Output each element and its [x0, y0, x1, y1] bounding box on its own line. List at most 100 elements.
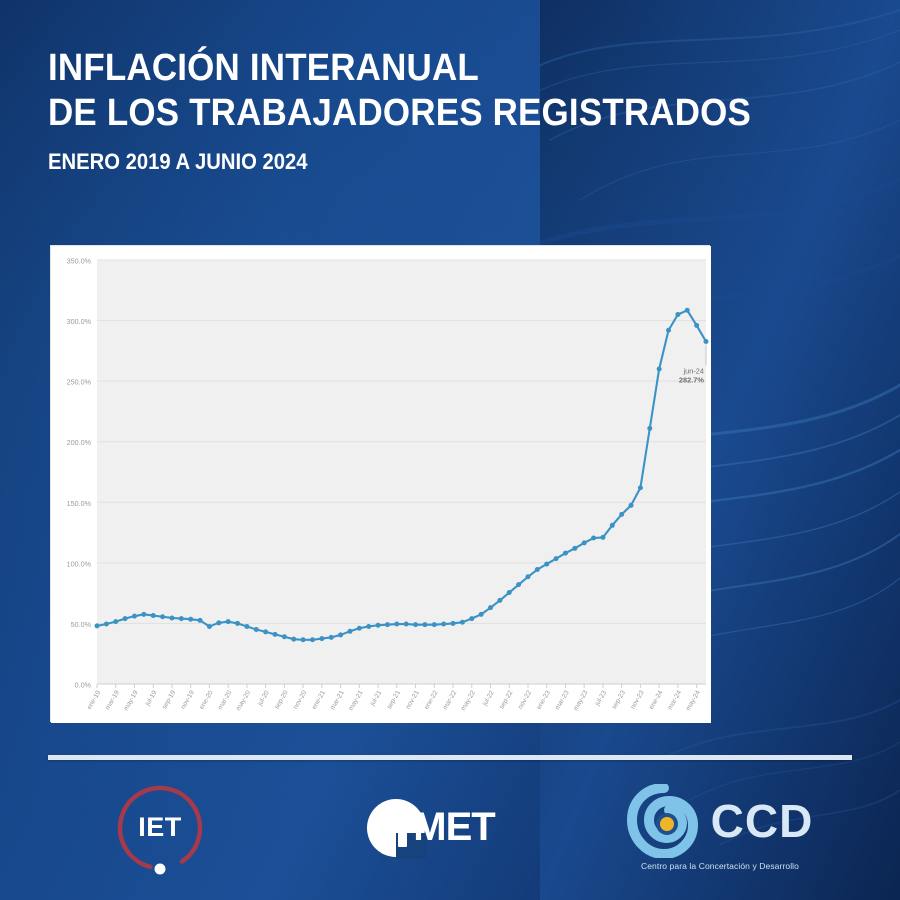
data-point: [581, 540, 587, 546]
data-point: [291, 636, 297, 642]
data-point: [235, 620, 241, 626]
data-point: [431, 622, 437, 628]
page-title-line-1: INFLACIÓN INTERANUAL: [48, 47, 479, 89]
data-point: [150, 613, 156, 619]
data-point: [544, 561, 550, 567]
y-tick-label: 100.0%: [67, 559, 92, 568]
data-point: [375, 622, 381, 628]
data-point: [675, 312, 681, 318]
iet-ring-icon: [117, 785, 203, 874]
data-point: [450, 620, 456, 626]
y-tick-label: 200.0%: [67, 438, 92, 447]
ccd-droplet-icon: [626, 784, 698, 858]
logo-iet: IET: [40, 778, 280, 878]
data-point: [591, 535, 597, 541]
title-block: INFLACIÓN INTERANUAL DE LOS TRABAJADORES…: [48, 46, 808, 175]
data-point: [281, 634, 287, 640]
data-point: [497, 597, 503, 603]
data-point: [506, 590, 512, 596]
data-point: [572, 545, 578, 551]
data-point: [441, 621, 447, 627]
ccd-logo-text: CCD: [710, 795, 814, 847]
y-tick-label: 50.0%: [71, 620, 92, 629]
data-point: [356, 625, 362, 631]
data-point: [319, 636, 325, 642]
y-tick-label: 300.0%: [67, 317, 92, 326]
data-point: [141, 611, 147, 617]
data-point: [206, 623, 212, 629]
logo-strip: IET MET CCD Centro para la Concertación …: [40, 775, 860, 880]
logo-ccd: CCD Centro para la Concertación y Desarr…: [580, 784, 860, 871]
annotation-value: 282.7%: [679, 376, 704, 385]
data-point: [366, 623, 372, 629]
data-point: [263, 629, 269, 635]
data-point: [488, 605, 494, 611]
y-tick-label: 0.0%: [75, 681, 92, 690]
y-tick-label: 150.0%: [67, 499, 92, 508]
y-tick-label: 350.0%: [67, 257, 92, 266]
data-point: [534, 567, 540, 573]
data-point: [619, 511, 625, 517]
data-point: [478, 611, 484, 617]
data-point: [656, 366, 662, 372]
data-point: [403, 621, 409, 627]
data-point: [225, 619, 231, 625]
annotation-label: jun-24: [682, 367, 704, 376]
data-point: [328, 634, 334, 640]
data-point: [516, 582, 522, 588]
data-point: [394, 621, 400, 627]
data-point: [347, 628, 353, 634]
data-point: [272, 631, 278, 637]
data-point: [562, 550, 568, 556]
data-point: [169, 615, 175, 621]
data-point: [413, 622, 419, 628]
data-point: [338, 632, 344, 638]
data-point: [609, 522, 615, 528]
data-point: [244, 623, 250, 629]
data-point: [422, 622, 428, 628]
page-subtitle: ENERO 2019 A JUNIO 2024: [48, 149, 308, 174]
data-point: [553, 556, 559, 562]
umet-circle-icon: [367, 798, 428, 859]
x-axis-tick-marks: [96, 684, 698, 688]
y-axis-tick-labels: 0.0% 50.0% 100.0% 150.0% 200.0% 250.0% 300.0% 3…: [67, 257, 92, 690]
data-point: [160, 614, 166, 620]
data-point: [600, 534, 606, 540]
iet-logo-text: IET: [138, 811, 182, 842]
data-point: [197, 617, 203, 623]
data-point: [103, 621, 109, 627]
logo-umet: MET: [280, 797, 580, 859]
data-point: [188, 616, 194, 622]
data-point: [216, 620, 222, 626]
data-point: [300, 637, 306, 643]
data-point: [253, 626, 259, 632]
data-point: [647, 425, 653, 431]
plot-area-background: [97, 260, 706, 684]
ccd-logo-tagline: Centro para la Concertación y Desarrollo: [640, 861, 800, 871]
section-divider: [48, 755, 852, 760]
data-point: [637, 485, 643, 491]
data-point: [113, 619, 119, 625]
inflation-line-chart: 0.0% 50.0% 100.0% 150.0% 200.0% 250.0% 300.0% 3…: [51, 246, 711, 723]
data-point: [694, 322, 700, 328]
series-markers: [94, 307, 709, 643]
data-point: [459, 619, 465, 625]
y-tick-label: 250.0%: [67, 378, 92, 387]
umet-logo-text: MET: [413, 805, 495, 849]
data-point: [131, 613, 137, 619]
data-point: [469, 616, 475, 622]
data-point: [525, 574, 531, 580]
data-point: [178, 616, 184, 622]
chart-card: 0.0% 50.0% 100.0% 150.0% 200.0% 250.0% 300.0% 3…: [50, 245, 711, 723]
data-point: [666, 327, 672, 333]
data-point: [94, 623, 100, 629]
data-point: [703, 339, 709, 345]
data-point: [384, 622, 390, 628]
data-point: [122, 616, 128, 622]
page-title-line-2: DE LOS TRABAJADORES REGISTRADOS: [48, 92, 752, 134]
data-point: [309, 637, 315, 643]
data-point: [684, 307, 690, 313]
data-point: [628, 502, 634, 508]
gridlines: [97, 259, 706, 685]
